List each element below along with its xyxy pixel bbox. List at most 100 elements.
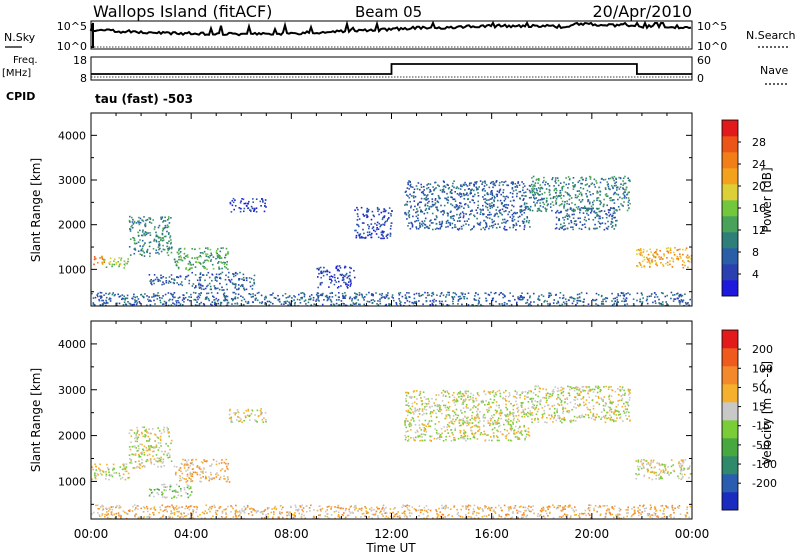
heatmap-cell bbox=[415, 226, 418, 228]
heatmap-cell bbox=[524, 195, 526, 197]
heatmap-cell bbox=[164, 216, 166, 219]
heatmap-cell bbox=[512, 408, 515, 411]
heatmap-cell bbox=[444, 417, 447, 420]
heatmap-cell bbox=[646, 298, 648, 301]
heatmap-cell bbox=[447, 214, 449, 217]
heatmap-cell bbox=[380, 224, 383, 226]
heatmap-cell bbox=[558, 212, 560, 214]
heatmap-cell bbox=[484, 198, 487, 200]
heatmap-cell bbox=[625, 300, 627, 302]
heatmap-cell bbox=[358, 294, 361, 296]
heatmap-cell bbox=[264, 202, 266, 205]
heatmap-cell bbox=[469, 210, 472, 212]
heatmap-cell bbox=[561, 227, 563, 230]
heatmap-cell bbox=[475, 182, 477, 185]
heatmap-cell bbox=[114, 293, 116, 296]
heatmap-cell bbox=[242, 198, 245, 201]
heatmap-cell bbox=[414, 409, 416, 411]
heatmap-cell bbox=[430, 222, 433, 224]
heatmap-cell bbox=[195, 261, 198, 263]
heatmap-cell bbox=[131, 446, 134, 448]
heatmap-cell bbox=[470, 182, 473, 184]
heatmap-cell bbox=[602, 205, 605, 208]
heatmap-cell bbox=[553, 185, 555, 187]
heatmap-cell bbox=[94, 463, 96, 466]
heatmap-cell bbox=[477, 430, 480, 432]
heatmap-cell bbox=[615, 220, 617, 222]
heatmap-cell bbox=[98, 299, 101, 302]
heatmap-cell bbox=[499, 181, 501, 184]
heatmap-cell bbox=[157, 460, 160, 463]
heatmap-cell bbox=[531, 187, 533, 190]
heatmap-cell bbox=[108, 471, 110, 473]
heatmap-cell bbox=[488, 422, 490, 424]
heatmap-cell bbox=[628, 179, 631, 181]
heatmap-cell bbox=[368, 301, 371, 303]
heatmap-cell bbox=[203, 288, 205, 291]
heatmap-cell bbox=[287, 304, 289, 306]
heatmap-cell bbox=[546, 200, 548, 202]
heatmap-cell bbox=[595, 180, 597, 182]
heatmap-cell bbox=[167, 247, 169, 250]
heatmap-cell bbox=[458, 214, 461, 216]
heatmap-cell bbox=[442, 209, 445, 212]
heatmap-cell bbox=[543, 179, 545, 182]
heatmap-cell bbox=[493, 195, 496, 198]
heatmap-cell bbox=[435, 412, 437, 415]
heatmap-cell bbox=[179, 255, 182, 257]
heatmap-cell bbox=[616, 299, 619, 301]
heatmap-cell bbox=[152, 455, 154, 457]
heatmap-cell bbox=[158, 279, 160, 281]
heatmap-cell bbox=[99, 470, 101, 472]
heatmap-cell bbox=[142, 229, 144, 232]
heatmap-cell bbox=[366, 209, 368, 212]
heatmap-cell bbox=[523, 226, 526, 228]
heatmap-cell bbox=[145, 233, 148, 236]
heatmap-cell bbox=[130, 303, 132, 306]
heatmap-cell bbox=[462, 183, 465, 186]
heatmap-cell bbox=[103, 301, 105, 304]
heatmap-cell bbox=[522, 186, 524, 189]
heatmap-cell bbox=[418, 413, 421, 415]
heatmap-cell bbox=[199, 254, 201, 257]
heatmap-cell bbox=[197, 298, 199, 301]
heatmap-cell bbox=[368, 291, 370, 294]
heatmap-cell bbox=[434, 404, 436, 407]
heatmap-cell bbox=[586, 189, 589, 192]
heatmap-cell bbox=[457, 303, 459, 305]
heatmap-cell bbox=[329, 292, 332, 295]
heatmap-cell bbox=[105, 266, 108, 268]
heatmap-cell bbox=[555, 182, 557, 184]
heatmap-cell bbox=[525, 220, 528, 222]
heatmap-cell bbox=[576, 398, 579, 401]
heatmap-cell bbox=[434, 428, 436, 430]
heatmap-cell bbox=[618, 411, 620, 413]
heatmap-cell bbox=[328, 271, 331, 274]
heatmap-cell bbox=[672, 258, 675, 261]
heatmap-cell bbox=[587, 390, 590, 392]
heatmap-cell bbox=[371, 302, 374, 304]
heatmap-cell bbox=[539, 205, 542, 207]
heatmap-cell bbox=[610, 220, 613, 223]
heatmap-cell bbox=[496, 410, 498, 412]
heatmap-cell bbox=[489, 198, 492, 200]
heatmap-cell bbox=[612, 193, 615, 196]
heatmap-cell bbox=[160, 274, 162, 277]
heatmap-cell bbox=[215, 297, 218, 300]
heatmap-cell bbox=[449, 216, 452, 218]
heatmap-cell bbox=[572, 177, 575, 179]
heatmap-cell bbox=[608, 177, 610, 180]
heatmap-cell bbox=[160, 218, 163, 220]
heatmap-cell bbox=[221, 286, 223, 289]
heatmap-cell bbox=[463, 433, 466, 435]
heatmap-cell bbox=[254, 414, 256, 416]
heatmap-cell bbox=[557, 417, 560, 419]
heatmap-cell bbox=[517, 220, 520, 223]
heatmap-cell bbox=[162, 460, 165, 463]
heatmap-cell bbox=[484, 190, 486, 192]
heatmap-cell bbox=[629, 392, 631, 394]
heatmap-cell bbox=[213, 285, 216, 287]
heatmap-cell bbox=[284, 293, 287, 295]
heatmap-cell bbox=[569, 195, 571, 197]
heatmap-cell bbox=[242, 287, 245, 290]
